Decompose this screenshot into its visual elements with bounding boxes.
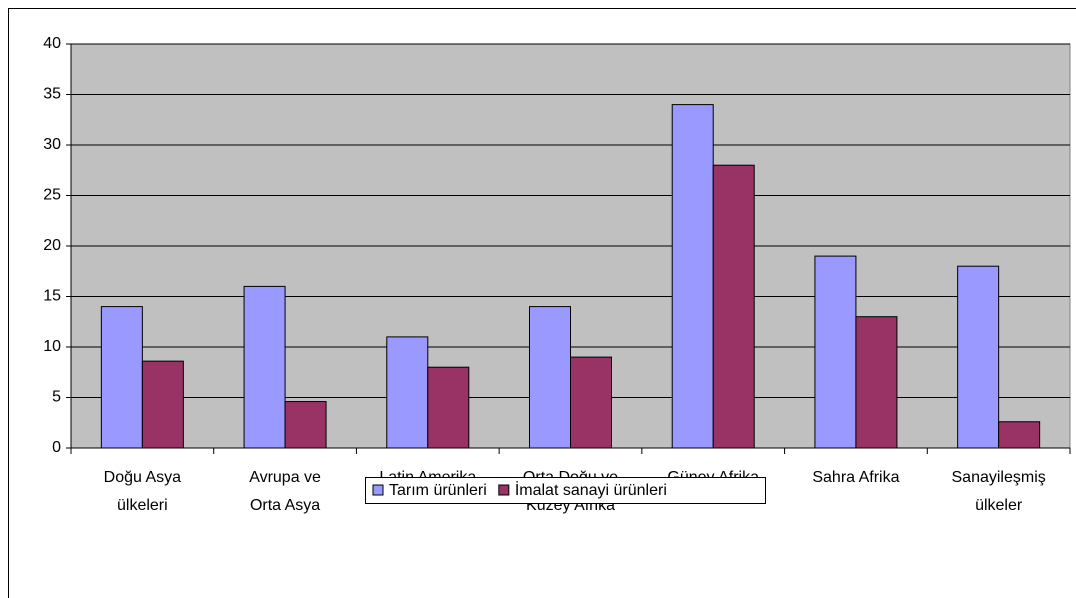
x-tick-label: Sanayileşmiş <box>952 469 1046 486</box>
y-tick-label: 15 <box>43 288 61 305</box>
x-tick-label: ülkeleri <box>117 497 168 514</box>
y-tick-label: 25 <box>43 187 61 204</box>
bar <box>529 306 571 449</box>
bar <box>957 265 1000 449</box>
bar <box>814 255 857 449</box>
bar <box>141 360 184 449</box>
bar <box>671 104 714 449</box>
x-tick-label: Doğu Asya <box>104 469 181 486</box>
x-tick-label: Orta Asya <box>250 497 320 514</box>
bar <box>100 306 143 449</box>
y-tick-label: 20 <box>43 237 61 254</box>
bar <box>427 366 470 449</box>
x-tick-label: ülkeler <box>975 497 1023 514</box>
legend-swatch <box>498 484 510 496</box>
legend-swatch <box>372 484 384 496</box>
legend-label: Tarım ürünleri <box>389 482 487 499</box>
x-tick-label: Sahra Afrika <box>812 469 899 486</box>
y-tick-label: 40 <box>43 35 61 52</box>
bar <box>855 316 898 449</box>
legend-label: İmalat sanayi ürünleri <box>515 480 667 499</box>
bar <box>243 285 286 449</box>
y-tick-label: 35 <box>43 86 61 103</box>
y-tick-label: 5 <box>52 389 61 406</box>
bar <box>998 421 1041 449</box>
x-tick-label: Avrupa ve <box>249 469 321 486</box>
bar <box>570 356 612 449</box>
y-tick-label: 30 <box>43 136 61 153</box>
bar <box>386 336 429 449</box>
y-tick-label: 10 <box>43 338 61 355</box>
bar <box>712 164 755 449</box>
y-tick-label: 0 <box>52 439 61 456</box>
bar <box>284 401 327 449</box>
legend-box <box>365 477 766 504</box>
